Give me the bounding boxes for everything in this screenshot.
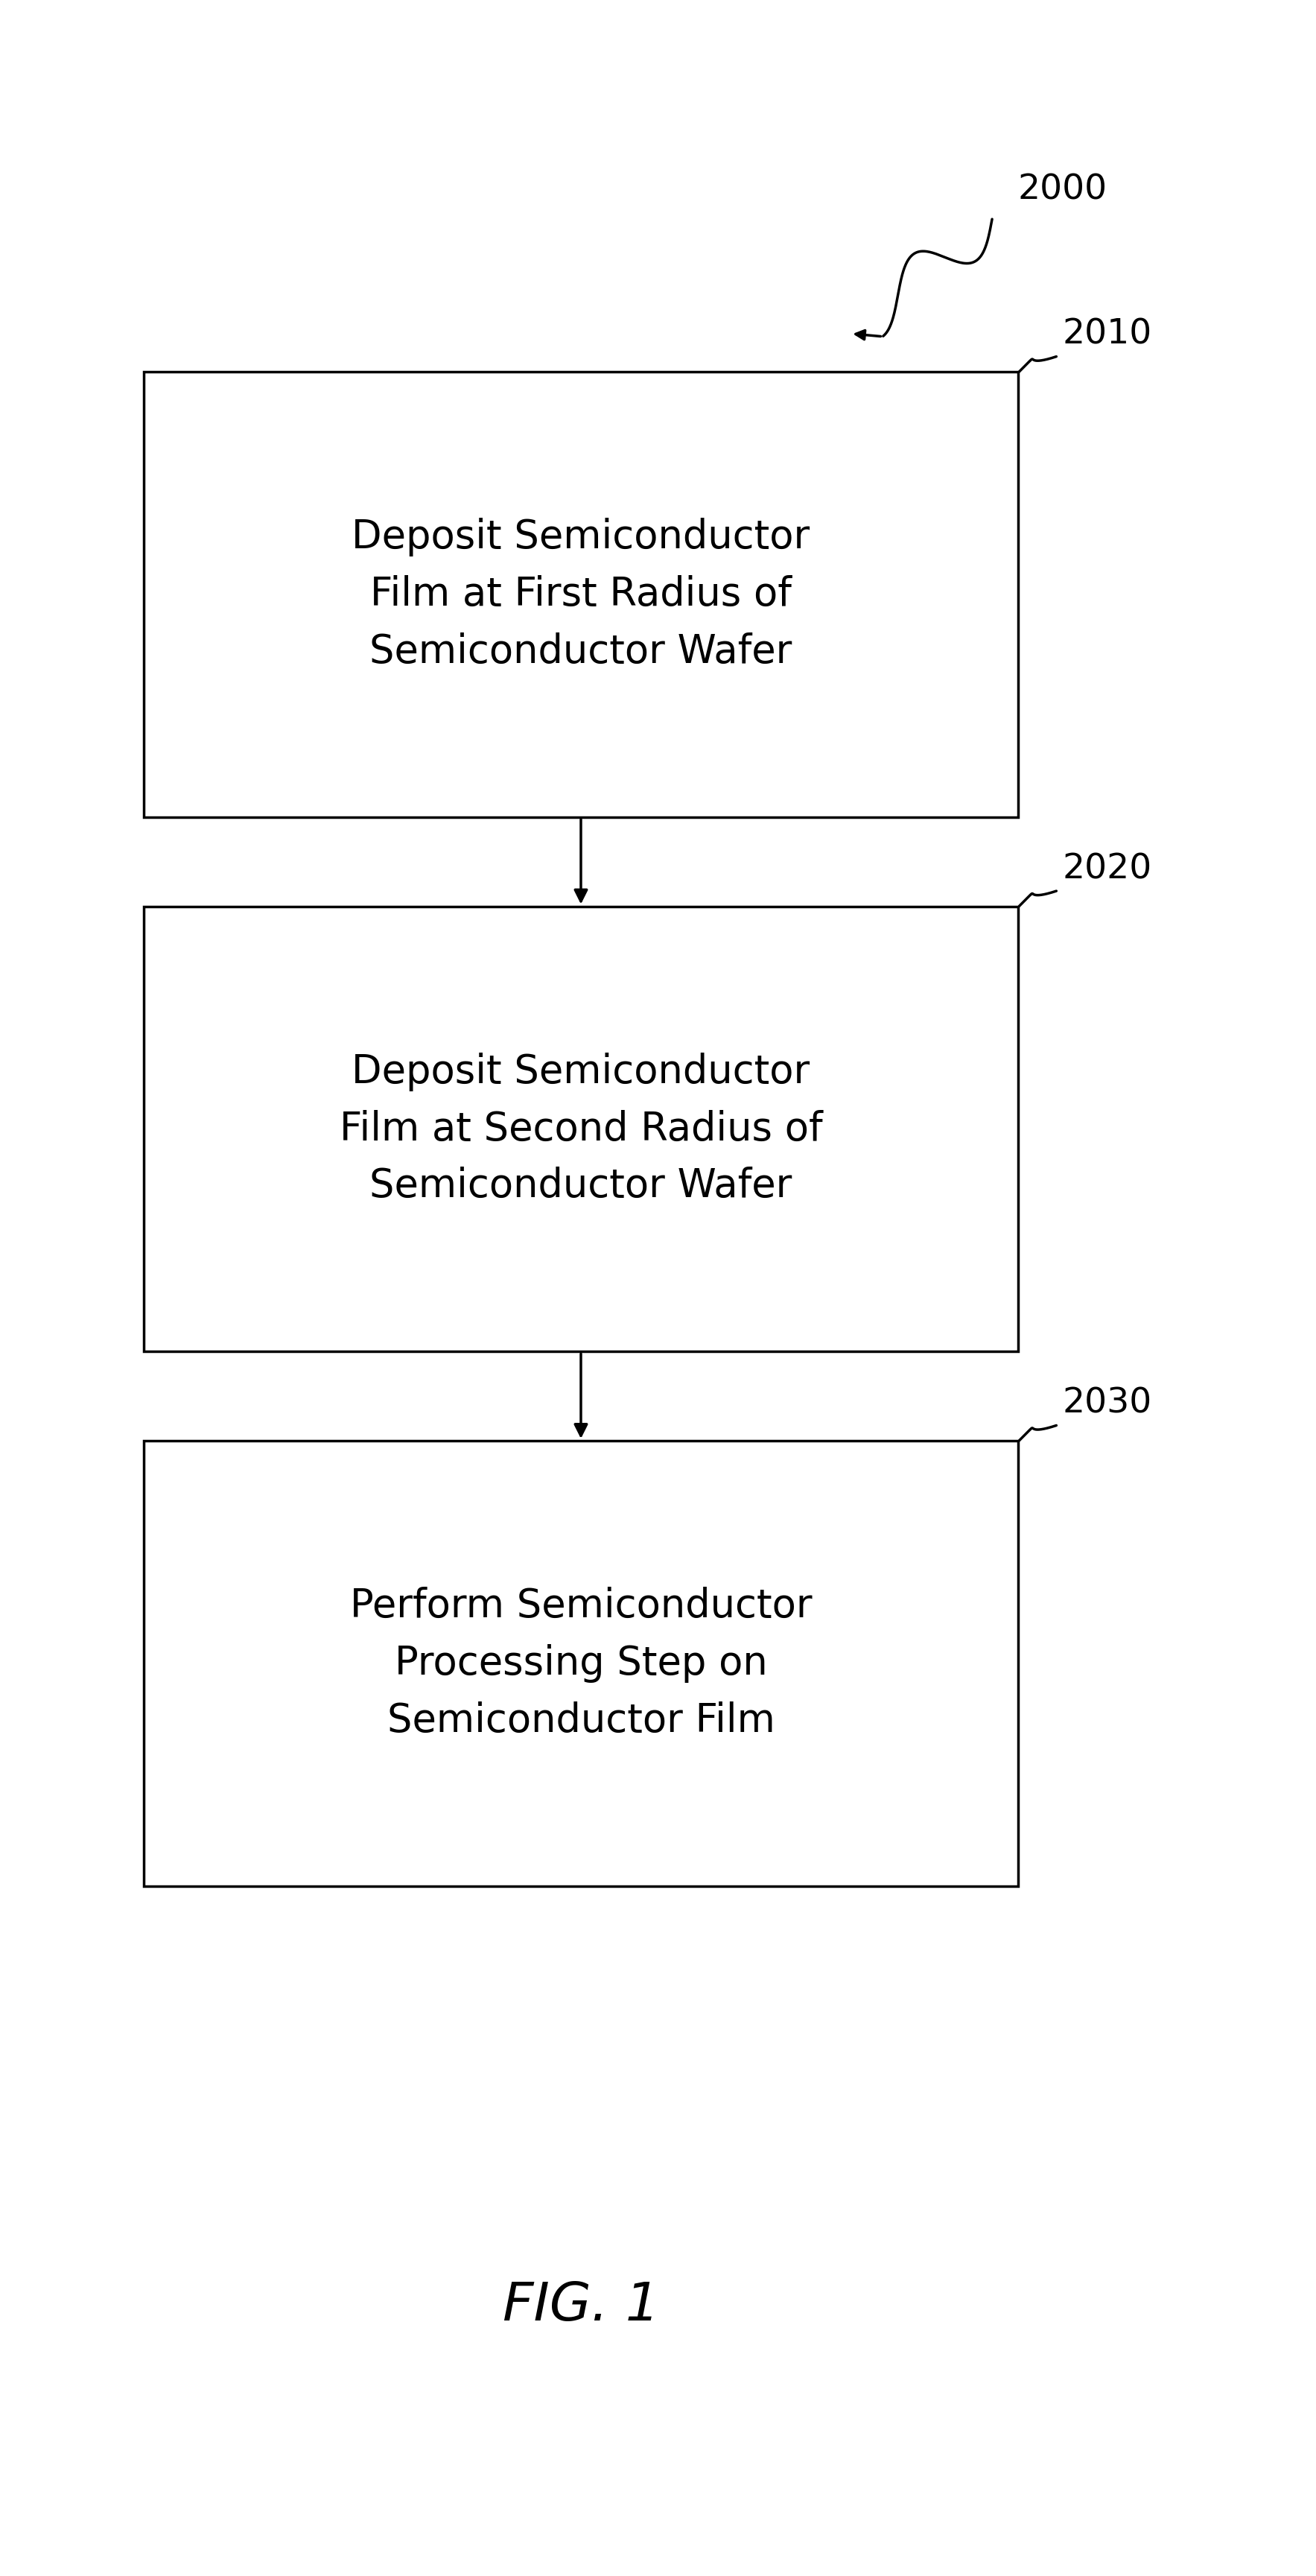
Text: 2030: 2030	[1063, 1386, 1153, 1419]
Bar	[143, 907, 1017, 1352]
Text: Deposit Semiconductor
Film at First Radius of
Semiconductor Wafer: Deposit Semiconductor Film at First Radi…	[351, 518, 811, 670]
Bar	[143, 371, 1017, 817]
Text: 2020: 2020	[1063, 853, 1153, 886]
Text: 2010: 2010	[1063, 317, 1153, 350]
Text: FIG. 1: FIG. 1	[503, 2280, 659, 2331]
Text: Perform Semiconductor
Processing Step on
Semiconductor Film: Perform Semiconductor Processing Step on…	[350, 1587, 812, 1739]
Bar	[143, 1440, 1017, 1886]
Text: 2000: 2000	[1017, 173, 1107, 206]
Text: Deposit Semiconductor
Film at Second Radius of
Semiconductor Wafer: Deposit Semiconductor Film at Second Rad…	[340, 1054, 822, 1206]
